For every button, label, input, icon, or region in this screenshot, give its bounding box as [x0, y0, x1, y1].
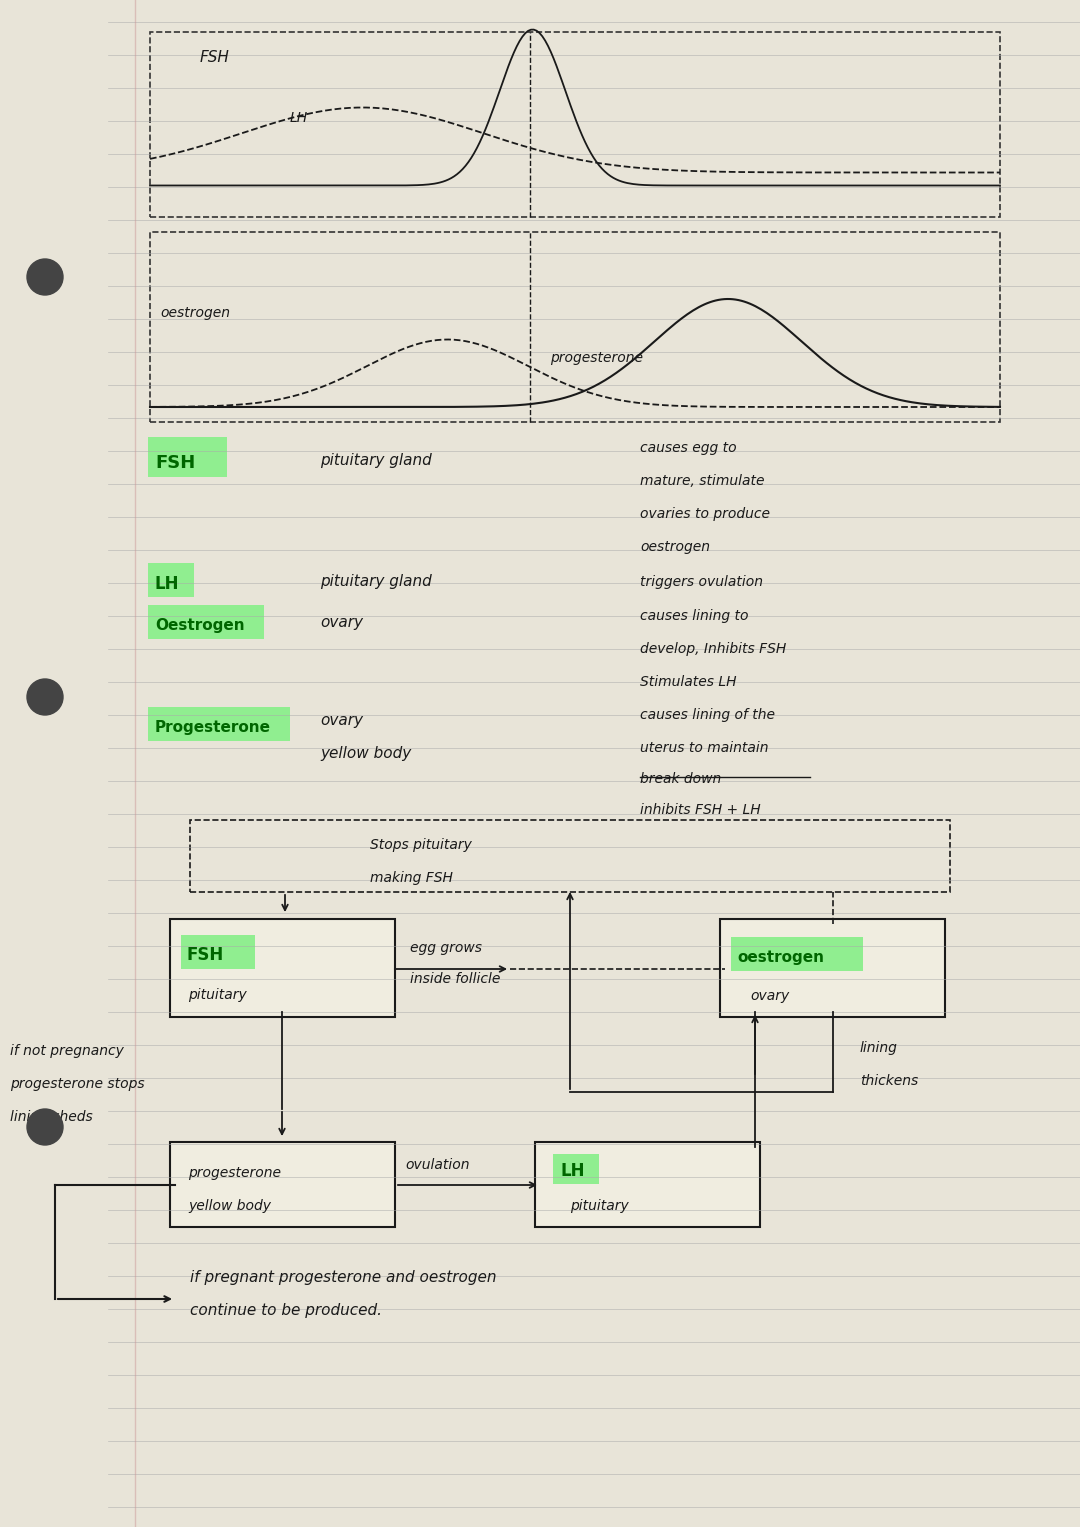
Text: if not pregnancy: if not pregnancy	[10, 1044, 124, 1058]
Circle shape	[27, 680, 63, 715]
Text: Stops pituitary: Stops pituitary	[370, 838, 472, 852]
Text: progesterone: progesterone	[188, 1167, 281, 1180]
Text: FSH: FSH	[156, 454, 195, 472]
Text: thickens: thickens	[860, 1073, 918, 1089]
Text: oestrogen: oestrogen	[737, 950, 824, 965]
Circle shape	[27, 260, 63, 295]
Text: continue to be produced.: continue to be produced.	[190, 1303, 382, 1318]
Text: if pregnant progesterone and oestrogen: if pregnant progesterone and oestrogen	[190, 1270, 497, 1286]
Text: break down: break down	[640, 773, 721, 786]
FancyBboxPatch shape	[148, 605, 264, 638]
Text: LH: LH	[561, 1162, 584, 1180]
Text: making FSH: making FSH	[370, 870, 453, 886]
Text: egg grows: egg grows	[410, 941, 482, 954]
Circle shape	[27, 1109, 63, 1145]
Text: yellow body: yellow body	[320, 747, 411, 760]
Text: ovulation: ovulation	[405, 1157, 470, 1173]
FancyBboxPatch shape	[535, 1142, 760, 1228]
Text: uterus to maintain: uterus to maintain	[640, 741, 769, 754]
Text: inside follicle: inside follicle	[410, 973, 500, 986]
Text: pituitary gland: pituitary gland	[320, 454, 432, 467]
Text: triggers ovulation: triggers ovulation	[640, 576, 762, 589]
Text: pituitary: pituitary	[188, 988, 246, 1002]
Text: ovary: ovary	[320, 615, 363, 631]
Text: FSH: FSH	[187, 947, 225, 964]
FancyBboxPatch shape	[148, 563, 194, 597]
Text: Oestrogen: Oestrogen	[156, 618, 245, 634]
FancyBboxPatch shape	[720, 919, 945, 1017]
FancyBboxPatch shape	[170, 1142, 395, 1228]
Text: causes egg to: causes egg to	[640, 441, 737, 455]
Text: pituitary gland: pituitary gland	[320, 574, 432, 589]
Text: ovary: ovary	[750, 989, 789, 1003]
Text: mature, stimulate: mature, stimulate	[640, 473, 765, 489]
FancyBboxPatch shape	[553, 1154, 599, 1183]
Text: causes lining of the: causes lining of the	[640, 709, 775, 722]
Text: Progesterone: Progesterone	[156, 721, 271, 734]
Text: lining: lining	[860, 1041, 897, 1055]
FancyBboxPatch shape	[148, 707, 291, 741]
Text: develop, Inhibits FSH: develop, Inhibits FSH	[640, 641, 786, 657]
Text: yellow body: yellow body	[188, 1199, 271, 1212]
Text: LH: LH	[156, 576, 179, 592]
FancyBboxPatch shape	[181, 935, 255, 970]
FancyBboxPatch shape	[170, 919, 395, 1017]
Text: oestrogen: oestrogen	[640, 541, 710, 554]
Text: ovary: ovary	[320, 713, 363, 728]
Text: inhibits FSH + LH: inhibits FSH + LH	[640, 803, 760, 817]
Text: causes lining to: causes lining to	[640, 609, 748, 623]
FancyBboxPatch shape	[731, 938, 863, 971]
FancyBboxPatch shape	[148, 437, 227, 476]
Text: pituitary: pituitary	[570, 1199, 629, 1212]
Text: ovaries to produce: ovaries to produce	[640, 507, 770, 521]
Text: progesterone stops: progesterone stops	[10, 1077, 145, 1090]
Text: lining sheds: lining sheds	[10, 1110, 93, 1124]
Text: progesterone: progesterone	[550, 351, 643, 365]
Text: FSH: FSH	[200, 50, 230, 66]
Text: oestrogen: oestrogen	[160, 305, 230, 321]
Text: LH: LH	[291, 111, 308, 125]
Text: Stimulates LH: Stimulates LH	[640, 675, 737, 689]
